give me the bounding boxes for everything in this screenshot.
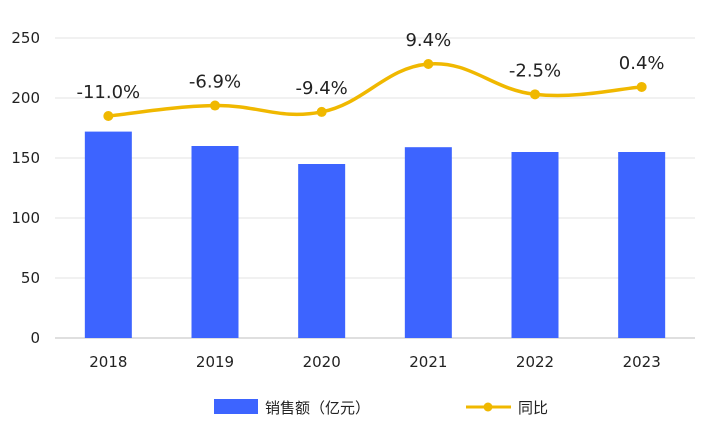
legend-label-sales: 销售额（亿元） xyxy=(265,399,370,417)
y-axis: 0 50 100 150 200 250 xyxy=(11,29,40,347)
yoy-data-label: 0.4% xyxy=(619,53,665,74)
yoy-point-2022 xyxy=(530,89,540,100)
legend-swatch-yoy-marker xyxy=(483,402,493,412)
x-tick-label: 2023 xyxy=(623,353,661,371)
y-tick-label: 200 xyxy=(11,89,40,107)
x-tick-label: 2019 xyxy=(196,353,234,371)
x-axis: 2018 2019 2020 2021 2022 2023 xyxy=(89,353,661,371)
bar-2022 xyxy=(511,152,559,338)
y-tick-label: 50 xyxy=(21,269,40,287)
y-tick-label: 100 xyxy=(11,209,40,227)
legend-label-yoy: 同比 xyxy=(518,399,548,417)
yoy-data-label: -9.4% xyxy=(296,78,348,99)
x-tick-label: 2020 xyxy=(303,353,341,371)
gridlines xyxy=(55,37,695,339)
yoy-data-label: -2.5% xyxy=(509,60,561,81)
yoy-point-2021 xyxy=(423,59,434,69)
x-tick-label: 2022 xyxy=(516,353,554,371)
x-tick-label: 2018 xyxy=(89,353,127,371)
bar-2023 xyxy=(618,152,666,338)
yoy-point-2019 xyxy=(210,100,220,111)
y-tick-label: 0 xyxy=(30,329,40,347)
y-tick-label: 250 xyxy=(11,29,40,47)
bar-2019 xyxy=(191,146,239,338)
yoy-point-2023 xyxy=(636,81,647,92)
yoy-line xyxy=(106,62,644,118)
data-labels: -11.0% -6.9% -9.4% 9.4% -2.5% 0.4% xyxy=(76,30,664,103)
bar-2020 xyxy=(298,164,346,338)
yoy-data-label: 9.4% xyxy=(405,30,451,51)
line-series xyxy=(103,59,647,121)
bar-2018 xyxy=(84,131,132,338)
y-tick-label: 150 xyxy=(11,149,40,167)
bar-2021 xyxy=(404,147,452,338)
legend-swatch-sales xyxy=(214,399,258,414)
yoy-data-label: -11.0% xyxy=(76,82,140,103)
yoy-point-2020 xyxy=(316,106,327,117)
yoy-point-2018 xyxy=(103,111,114,121)
x-tick-label: 2021 xyxy=(409,353,447,371)
legend: 销售额（亿元） 同比 xyxy=(214,399,548,417)
yoy-data-label: -6.9% xyxy=(189,72,241,93)
bar-series xyxy=(84,131,666,338)
